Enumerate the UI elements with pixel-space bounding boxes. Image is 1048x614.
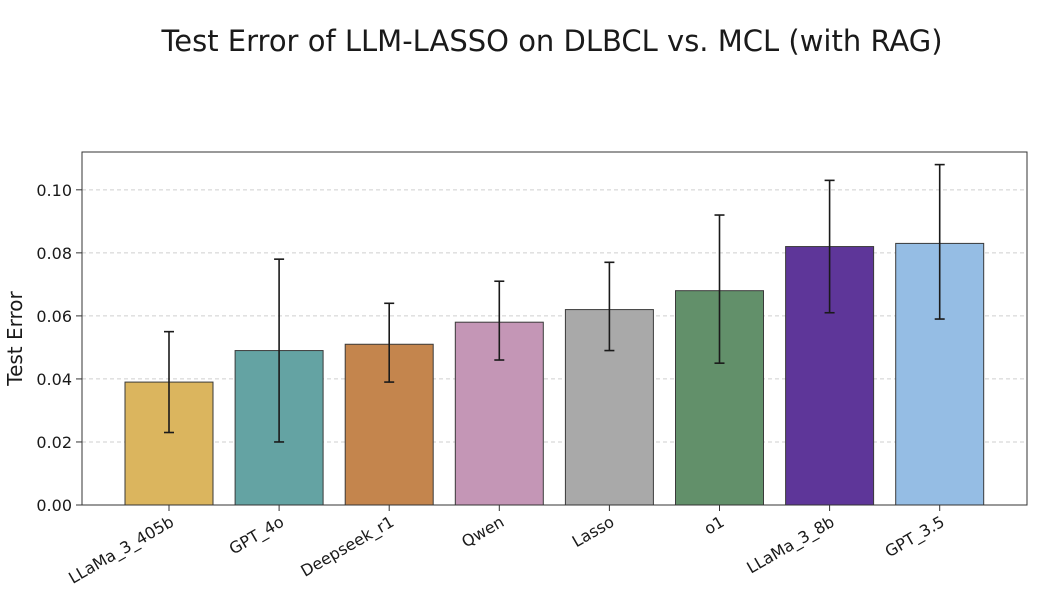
x-tick-label: GPT_3.5 [882, 512, 949, 562]
x-tick-label: Qwen [458, 512, 507, 551]
x-tick-label: Deepseek_r1 [297, 512, 397, 581]
y-tick-label: 0.02 [36, 433, 72, 452]
x-tick-label: Lasso [569, 512, 618, 551]
y-axis-label: Test Error [3, 290, 27, 386]
x-tick-label: LLaMa_3_405b [65, 512, 177, 588]
y-axis-ticks: 0.00 0.02 0.04 0.06 0.08 0.10 [36, 181, 82, 515]
y-tick-label: 0.10 [36, 181, 72, 200]
plot-area-frame [81, 151, 1028, 506]
grid-lines [82, 189, 1027, 443]
x-tick-label: LLaMa_3_8b [743, 512, 838, 578]
y-tick-label: 0.04 [36, 370, 72, 389]
chart-title: Test Error of LLM-LASSO on DLBCL vs. MCL… [161, 24, 943, 58]
x-tick-label: o1 [701, 512, 728, 538]
x-axis-ticks: LLaMa_3_405b GPT_4o Deepseek_r1 Qwen Lasso o1… [65, 505, 948, 588]
x-tick-label: GPT_4o [226, 512, 288, 559]
y-tick-label: 0.08 [36, 244, 72, 263]
y-tick-label: 0.06 [36, 307, 72, 326]
bars [124, 242, 985, 506]
bar-qwen [454, 321, 544, 506]
error-bars [164, 163, 945, 443]
y-tick-label: 0.00 [36, 496, 72, 515]
